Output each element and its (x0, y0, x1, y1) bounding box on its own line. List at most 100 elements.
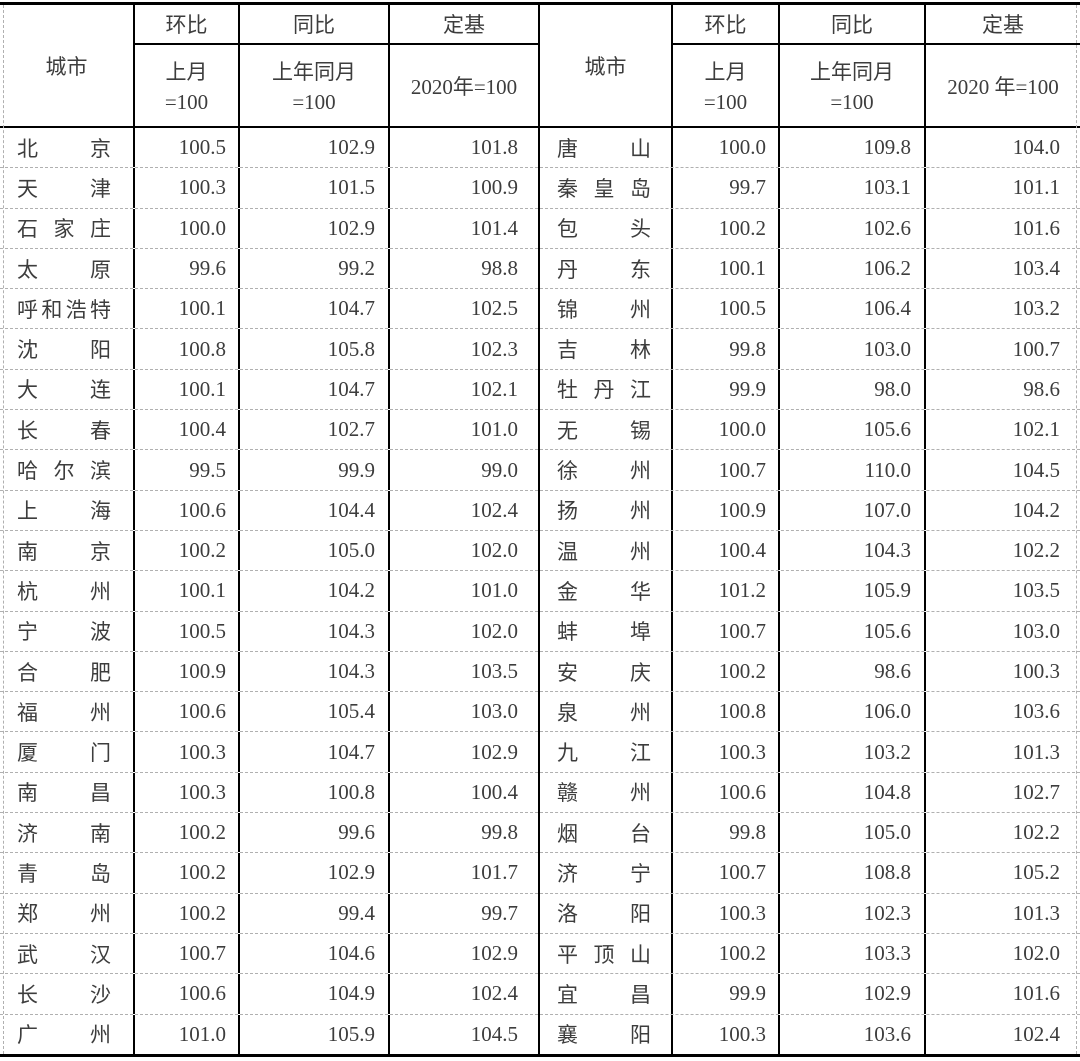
city-cell: 武汉 (0, 933, 135, 974)
base-value-cell: 103.0 (1012, 618, 1060, 643)
city-name: 太原 (17, 257, 111, 282)
city-cell: 丹东 (540, 248, 673, 289)
city-cell: 秦皇岛 (540, 168, 673, 208)
city-name: 丹东 (557, 257, 651, 282)
city-name: 襄阳 (557, 1023, 651, 1048)
mom-value-cell: 99.5 (135, 450, 240, 490)
city-name: 石家庄 (17, 217, 111, 242)
yoy-value-cell: 102.9 (780, 974, 926, 1014)
table-row: 九江 100.3 103.2 101.3 (540, 731, 1080, 772)
yoy-value-cell: 106.0 (780, 692, 926, 732)
city-cell: 南昌 (0, 772, 135, 813)
yoy-value-cell: 103.1 (780, 168, 926, 208)
base-value-cell: 104.5 (1012, 457, 1060, 482)
mom-value-cell: 100.6 (135, 490, 240, 530)
table-row: 郑州 100.2 99.4 99.7 (0, 892, 538, 933)
city-name: 平顶山 (557, 942, 651, 967)
mom-value-cell: 100.2 (673, 651, 780, 692)
base-value-cell: 104.2 (1012, 497, 1060, 522)
city-name: 吉林 (557, 338, 651, 363)
base-value-cell: 103.5 (470, 659, 518, 683)
mom-value-cell: 100.2 (135, 853, 240, 893)
city-name: 泉州 (557, 700, 651, 725)
city-name: 北京 (17, 136, 111, 161)
yoy-value-cell: 104.7 (240, 732, 390, 772)
yoy-value-cell: 100.8 (240, 772, 390, 813)
mom-value-cell: 100.0 (135, 208, 240, 248)
city-name: 合肥 (17, 660, 111, 685)
mom-header-cell: 环比 (135, 5, 240, 45)
city-name: 呼和浩特 (17, 297, 111, 322)
mom-value-cell: 100.5 (673, 289, 780, 329)
table-row: 宁波 100.5 104.3 102.0 (0, 610, 538, 651)
city-cell: 上海 (0, 490, 135, 530)
table-row: 济宁 100.7 108.8 105.2 (540, 852, 1080, 893)
city-name: 上海 (17, 499, 111, 524)
base-value-cell: 100.4 (470, 779, 518, 804)
yoy-value-cell: 103.6 (780, 1014, 926, 1054)
mom-value-cell: 100.1 (135, 369, 240, 410)
base-value-cell: 102.3 (470, 336, 518, 361)
city-cell: 安庆 (540, 651, 673, 692)
city-cell: 济宁 (540, 853, 673, 893)
yoy-value-cell: 110.0 (780, 450, 926, 490)
yoy-value-cell: 104.4 (240, 490, 390, 530)
base-value-cell: 103.4 (1012, 256, 1060, 281)
city-name: 沈阳 (17, 338, 111, 363)
table-row: 包头 100.2 102.6 101.6 (540, 207, 1080, 248)
mom-value-cell: 100.7 (673, 450, 780, 490)
base-header-cell: 定基 (390, 5, 538, 45)
city-cell: 赣州 (540, 772, 673, 813)
base-value-cell: 101.8 (470, 135, 518, 160)
table-header-left: 城市 环比 同比 定基 上月 =100 上年同月 =100 2020年=100 (0, 5, 538, 128)
city-name: 九江 (557, 741, 651, 766)
base-value-cell: 102.1 (1012, 417, 1060, 442)
city-cell: 宁波 (0, 611, 135, 651)
city-cell: 厦门 (0, 732, 135, 772)
base-value-cell: 101.3 (1012, 739, 1060, 764)
yoy-value-cell: 104.2 (240, 571, 390, 611)
table-row: 石家庄 100.0 102.9 101.4 (0, 207, 538, 248)
city-name: 宜昌 (557, 982, 651, 1007)
city-name: 厦门 (17, 741, 111, 766)
city-cell: 锦州 (540, 289, 673, 329)
city-name: 扬州 (557, 499, 651, 524)
mom-value-cell: 99.9 (673, 974, 780, 1014)
base-value-cell: 102.1 (470, 376, 518, 401)
mom-subheader-line2: =100 (703, 90, 748, 115)
mom-value-cell: 100.1 (135, 289, 240, 329)
base-header-cell: 定基 (926, 5, 1080, 45)
table-row: 牡丹江 99.9 98.0 98.6 (540, 368, 1080, 410)
city-name: 牡丹江 (557, 378, 651, 403)
base-value-cell: 105.2 (1012, 860, 1060, 885)
yoy-value-cell: 104.7 (240, 289, 390, 329)
yoy-subheader-line2: =100 (830, 90, 874, 115)
mom-header-cell: 环比 (673, 5, 780, 45)
city-cell: 天津 (0, 168, 135, 208)
city-cell: 郑州 (0, 893, 135, 933)
city-cell: 温州 (540, 530, 673, 571)
mom-value-cell: 100.9 (673, 490, 780, 530)
mom-value-cell: 100.8 (135, 329, 240, 369)
base-value-cell: 104.5 (470, 1021, 518, 1046)
city-cell: 烟台 (540, 813, 673, 853)
yoy-value-cell: 103.3 (780, 933, 926, 974)
city-cell: 洛阳 (540, 893, 673, 933)
yoy-value-cell: 104.3 (240, 611, 390, 651)
table-row: 上海 100.6 104.4 102.4 (0, 489, 538, 530)
yoy-value-cell: 105.6 (780, 611, 926, 651)
table-row: 宜昌 99.9 102.9 101.6 (540, 973, 1080, 1014)
table-row: 安庆 100.2 98.6 100.3 (540, 650, 1080, 692)
yoy-value-cell: 107.0 (780, 490, 926, 530)
mom-value-cell: 100.6 (135, 974, 240, 1014)
yoy-value-cell: 102.9 (240, 853, 390, 893)
base-value-cell: 102.4 (470, 497, 518, 522)
base-value-cell: 101.7 (470, 860, 518, 885)
city-cell: 金华 (540, 571, 673, 611)
left-rows: 北京 100.5 102.9 101.8 天津 100.3 101.5 100.… (0, 128, 538, 1054)
city-name: 金华 (557, 579, 651, 604)
table-row: 锦州 100.5 106.4 103.2 (540, 288, 1080, 329)
yoy-value-cell: 99.9 (240, 450, 390, 490)
base-value-cell: 98.6 (1023, 376, 1060, 401)
